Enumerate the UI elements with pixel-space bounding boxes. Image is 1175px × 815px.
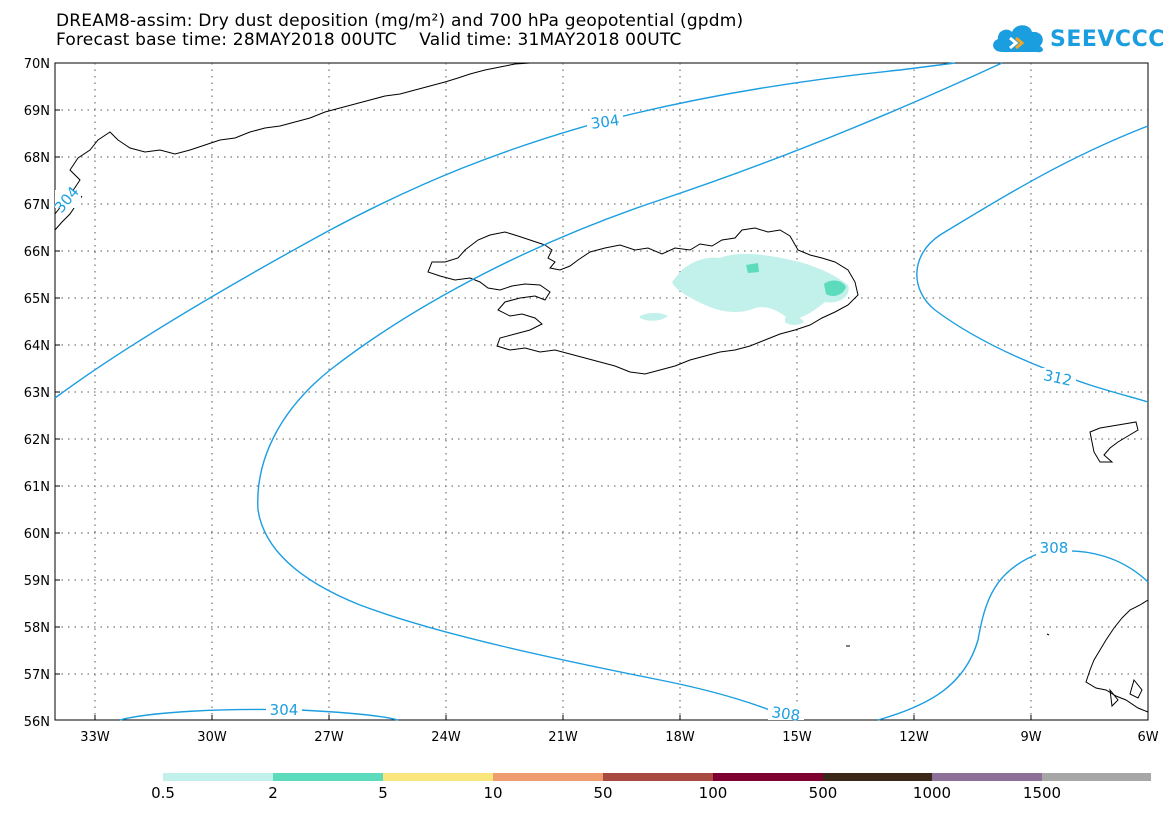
lon-label: 30W	[197, 730, 227, 745]
lat-label: 67N	[24, 198, 50, 213]
lat-label: 68N	[24, 151, 50, 166]
colorbar-swatch	[493, 773, 603, 781]
coastlines	[54, 62, 1149, 713]
colorbar-label: 500	[808, 784, 838, 802]
contour-label: 308	[770, 703, 801, 725]
lat-label: 61N	[24, 480, 50, 495]
lon-label: 21W	[548, 730, 578, 745]
contour-304-north	[54, 62, 956, 399]
colorbar-label: 1500	[1022, 784, 1062, 802]
colorbar-label: 5	[378, 784, 388, 802]
contour-label: 308	[1040, 539, 1069, 557]
contour-labels: 304 304 312 308 308 304	[51, 111, 1076, 725]
colorbar-swatch	[932, 773, 1042, 781]
longitude-labels: 33W 30W 27W 24W 21W 18W 15W 12W 9W 6W	[80, 730, 1158, 745]
colorbar-swatch	[383, 773, 493, 781]
lat-label: 60N	[24, 527, 50, 542]
colorbar-label: 100	[698, 784, 728, 802]
contour-312	[916, 125, 1149, 403]
lat-label: 57N	[24, 668, 50, 683]
lat-label: 66N	[24, 245, 50, 260]
lat-label: 63N	[24, 386, 50, 401]
lon-label: 15W	[782, 730, 812, 745]
colorbar-label: 0.5	[151, 784, 175, 802]
lon-label: 6W	[1137, 730, 1158, 745]
colorbar-swatch	[1042, 773, 1151, 781]
colorbar-swatch	[163, 773, 273, 781]
contour-308	[257, 62, 1003, 721]
contour-304-south	[119, 708, 399, 721]
map-subtitle: Forecast base time: 28MAY2018 00UTC Vali…	[56, 30, 682, 50]
greenland-coast	[54, 62, 531, 215]
lon-label: 18W	[665, 730, 695, 745]
lat-label: 56N	[24, 715, 50, 730]
map-title: DREAM8-assim: Dry dust deposition (mg/m²…	[56, 11, 744, 31]
lat-label: 65N	[24, 292, 50, 307]
colorbar-label: 1000	[912, 784, 952, 802]
colorbar-swatch	[273, 773, 383, 781]
colorbar-label: 50	[593, 784, 613, 802]
lat-label: 58N	[24, 621, 50, 636]
colorbar-swatch	[603, 773, 713, 781]
lon-label: 27W	[314, 730, 344, 745]
latitude-labels: 70N 69N 68N 67N 66N 65N 64N 63N 62N 61N …	[24, 57, 50, 730]
colorbar-swatch	[713, 773, 823, 781]
contour-label: 312	[1042, 366, 1074, 390]
lat-label: 70N	[24, 57, 50, 72]
contour-308-south	[877, 550, 1149, 721]
lon-label: 9W	[1020, 730, 1041, 745]
lon-label: 12W	[899, 730, 929, 745]
scotland-coast	[1085, 599, 1149, 713]
contour-label: 304	[590, 111, 621, 133]
contour-label: 304	[270, 701, 299, 719]
logo-text: SEEVCCC	[1050, 27, 1165, 52]
tick-marks	[55, 62, 1032, 720]
lat-label: 62N	[24, 433, 50, 448]
colorbar-swatch	[823, 773, 932, 781]
graticule	[55, 63, 1148, 720]
iceland-coast	[427, 227, 859, 375]
colorbar	[163, 773, 1151, 781]
colorbar-label: 2	[268, 784, 278, 802]
lat-label: 59N	[24, 574, 50, 589]
lat-label: 69N	[24, 104, 50, 119]
lat-label: 64N	[24, 339, 50, 354]
colorbar-label: 10	[483, 784, 503, 802]
lon-label: 33W	[80, 730, 110, 745]
faroe-islands	[1089, 421, 1139, 463]
lon-label: 24W	[431, 730, 461, 745]
seevccc-logo: SEEVCCC	[990, 20, 1164, 60]
cloud-icon	[993, 25, 1043, 53]
dust-deposition-field	[640, 253, 849, 325]
